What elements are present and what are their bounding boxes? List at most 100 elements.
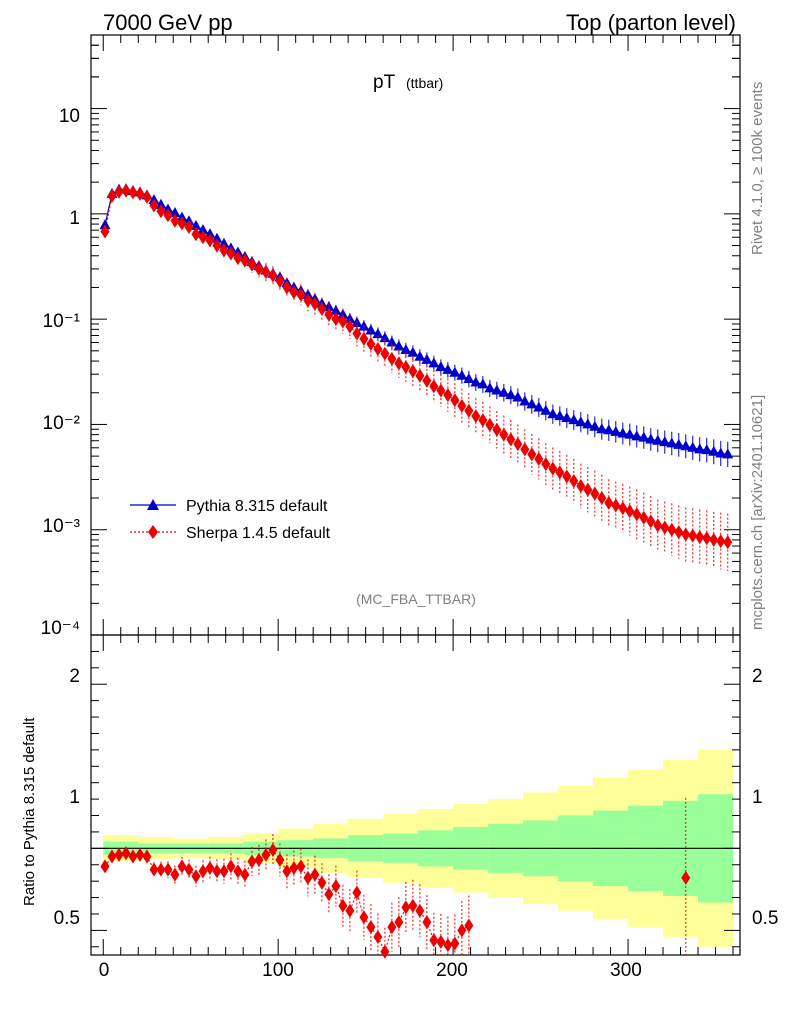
pythia-point [407, 346, 419, 357]
pythia-point [498, 386, 510, 397]
pythia-point [505, 389, 517, 400]
sherpa-point [394, 356, 404, 371]
pythia-point [197, 224, 209, 235]
ratio-sherpa-point [436, 934, 446, 949]
pythia-point [540, 404, 552, 415]
sherpa-point [275, 274, 285, 289]
sherpa-point [492, 422, 502, 437]
ratio-sherpa-point [177, 859, 187, 874]
ratio-sherpa-point [296, 859, 306, 874]
pythia-point [372, 328, 384, 339]
pythia-point [561, 412, 573, 423]
ratio-sherpa-point [142, 849, 152, 864]
chart-marks [90, 34, 741, 959]
pythia-point [442, 363, 454, 374]
ratio-ytick-label-2: 2 [69, 666, 80, 687]
ratio-sherpa-point [156, 862, 166, 877]
ratio-sherpa-point [254, 852, 264, 867]
mcplots-label: mcplots.cern.ch [arXiv:2401.10621] [749, 395, 766, 630]
sherpa-point [387, 351, 397, 366]
sherpa-point [338, 314, 348, 329]
ratio-ytick-label-right-1: 1 [752, 787, 763, 808]
sherpa-point [303, 293, 313, 308]
ytick-label-1: 1 [69, 208, 80, 229]
legend-sherpa-marker [148, 525, 158, 539]
pythia-point [330, 304, 342, 315]
sherpa-point [212, 238, 222, 253]
header-left: 7000 GeV pp [103, 10, 233, 35]
xtick-label-200: 200 [436, 960, 468, 981]
analysis-watermark: (MC_FBA_TTBAR) [356, 591, 476, 607]
ratio-sherpa-point [331, 879, 341, 894]
sherpa-point [513, 437, 523, 452]
pythia-point [694, 443, 706, 454]
ratio-sherpa-point [149, 862, 159, 877]
sherpa-point [527, 447, 537, 462]
sherpa-point [100, 224, 110, 239]
sherpa-point [247, 257, 257, 272]
sherpa-point [142, 189, 152, 204]
ratio-sherpa-point [170, 867, 180, 882]
pythia-point [652, 434, 664, 445]
sherpa-point [499, 427, 509, 442]
sherpa-point [632, 507, 642, 522]
ratio-sherpa-point [450, 936, 460, 951]
ratio-sherpa-point [345, 903, 355, 918]
pythia-point [533, 401, 545, 412]
pythia-point [435, 361, 447, 372]
sherpa-point [555, 465, 565, 480]
pythia-point [477, 378, 489, 389]
sherpa-point [450, 393, 460, 408]
sherpa-point [170, 213, 180, 228]
pythia-point [673, 438, 685, 449]
sherpa-point [422, 373, 432, 388]
xtick-label-100: 100 [262, 960, 294, 981]
pythia-point [414, 350, 426, 361]
sherpa-point [506, 432, 516, 447]
ratio-sherpa-point [100, 859, 110, 874]
ratio-sherpa-point [352, 885, 362, 900]
sherpa-point [163, 208, 173, 223]
ratio-sherpa-point [394, 915, 404, 930]
pythia-point [449, 366, 461, 377]
sherpa-point [401, 360, 411, 375]
ratio-sherpa-point [128, 849, 138, 864]
sherpa-point [695, 530, 705, 545]
sherpa-point [520, 442, 530, 457]
sherpa-point [590, 486, 600, 501]
pythia-point [610, 425, 622, 436]
sherpa-point [198, 230, 208, 245]
ratio-sherpa-point [240, 867, 250, 882]
sherpa-point [604, 495, 614, 510]
header-right: Top (parton level) [566, 10, 736, 35]
sherpa-point [345, 319, 355, 334]
sherpa-point [548, 461, 558, 476]
ratio-sherpa-point [247, 854, 257, 869]
ratio-sherpa-point [163, 862, 173, 877]
ratio-sherpa-point [135, 847, 145, 862]
ratio-sherpa-point [429, 933, 439, 948]
sherpa-point [597, 491, 607, 506]
legend-pythia-marker [147, 499, 159, 510]
ratio-sherpa-point [226, 859, 236, 874]
sherpa-point [128, 185, 138, 200]
ratio-sherpa-point [261, 847, 271, 862]
sherpa-point [408, 364, 418, 379]
sherpa-point [233, 251, 243, 266]
pythia-point [687, 441, 699, 452]
sherpa-point [471, 409, 481, 424]
sherpa-point [240, 253, 250, 268]
ratio-sherpa-point [233, 864, 243, 879]
sherpa-point [352, 326, 362, 341]
pythia-point [99, 219, 111, 230]
pythia-point [596, 423, 608, 434]
pythia-point [463, 373, 475, 384]
xtick-label-300: 300 [610, 960, 642, 981]
pythia-point [617, 427, 629, 438]
plot-title: pT [373, 72, 396, 93]
pythia-point [519, 395, 531, 406]
ratio-sherpa-point [289, 861, 299, 876]
sherpa-point [177, 216, 187, 231]
sherpa-point [296, 287, 306, 302]
sherpa-line [104, 190, 728, 543]
